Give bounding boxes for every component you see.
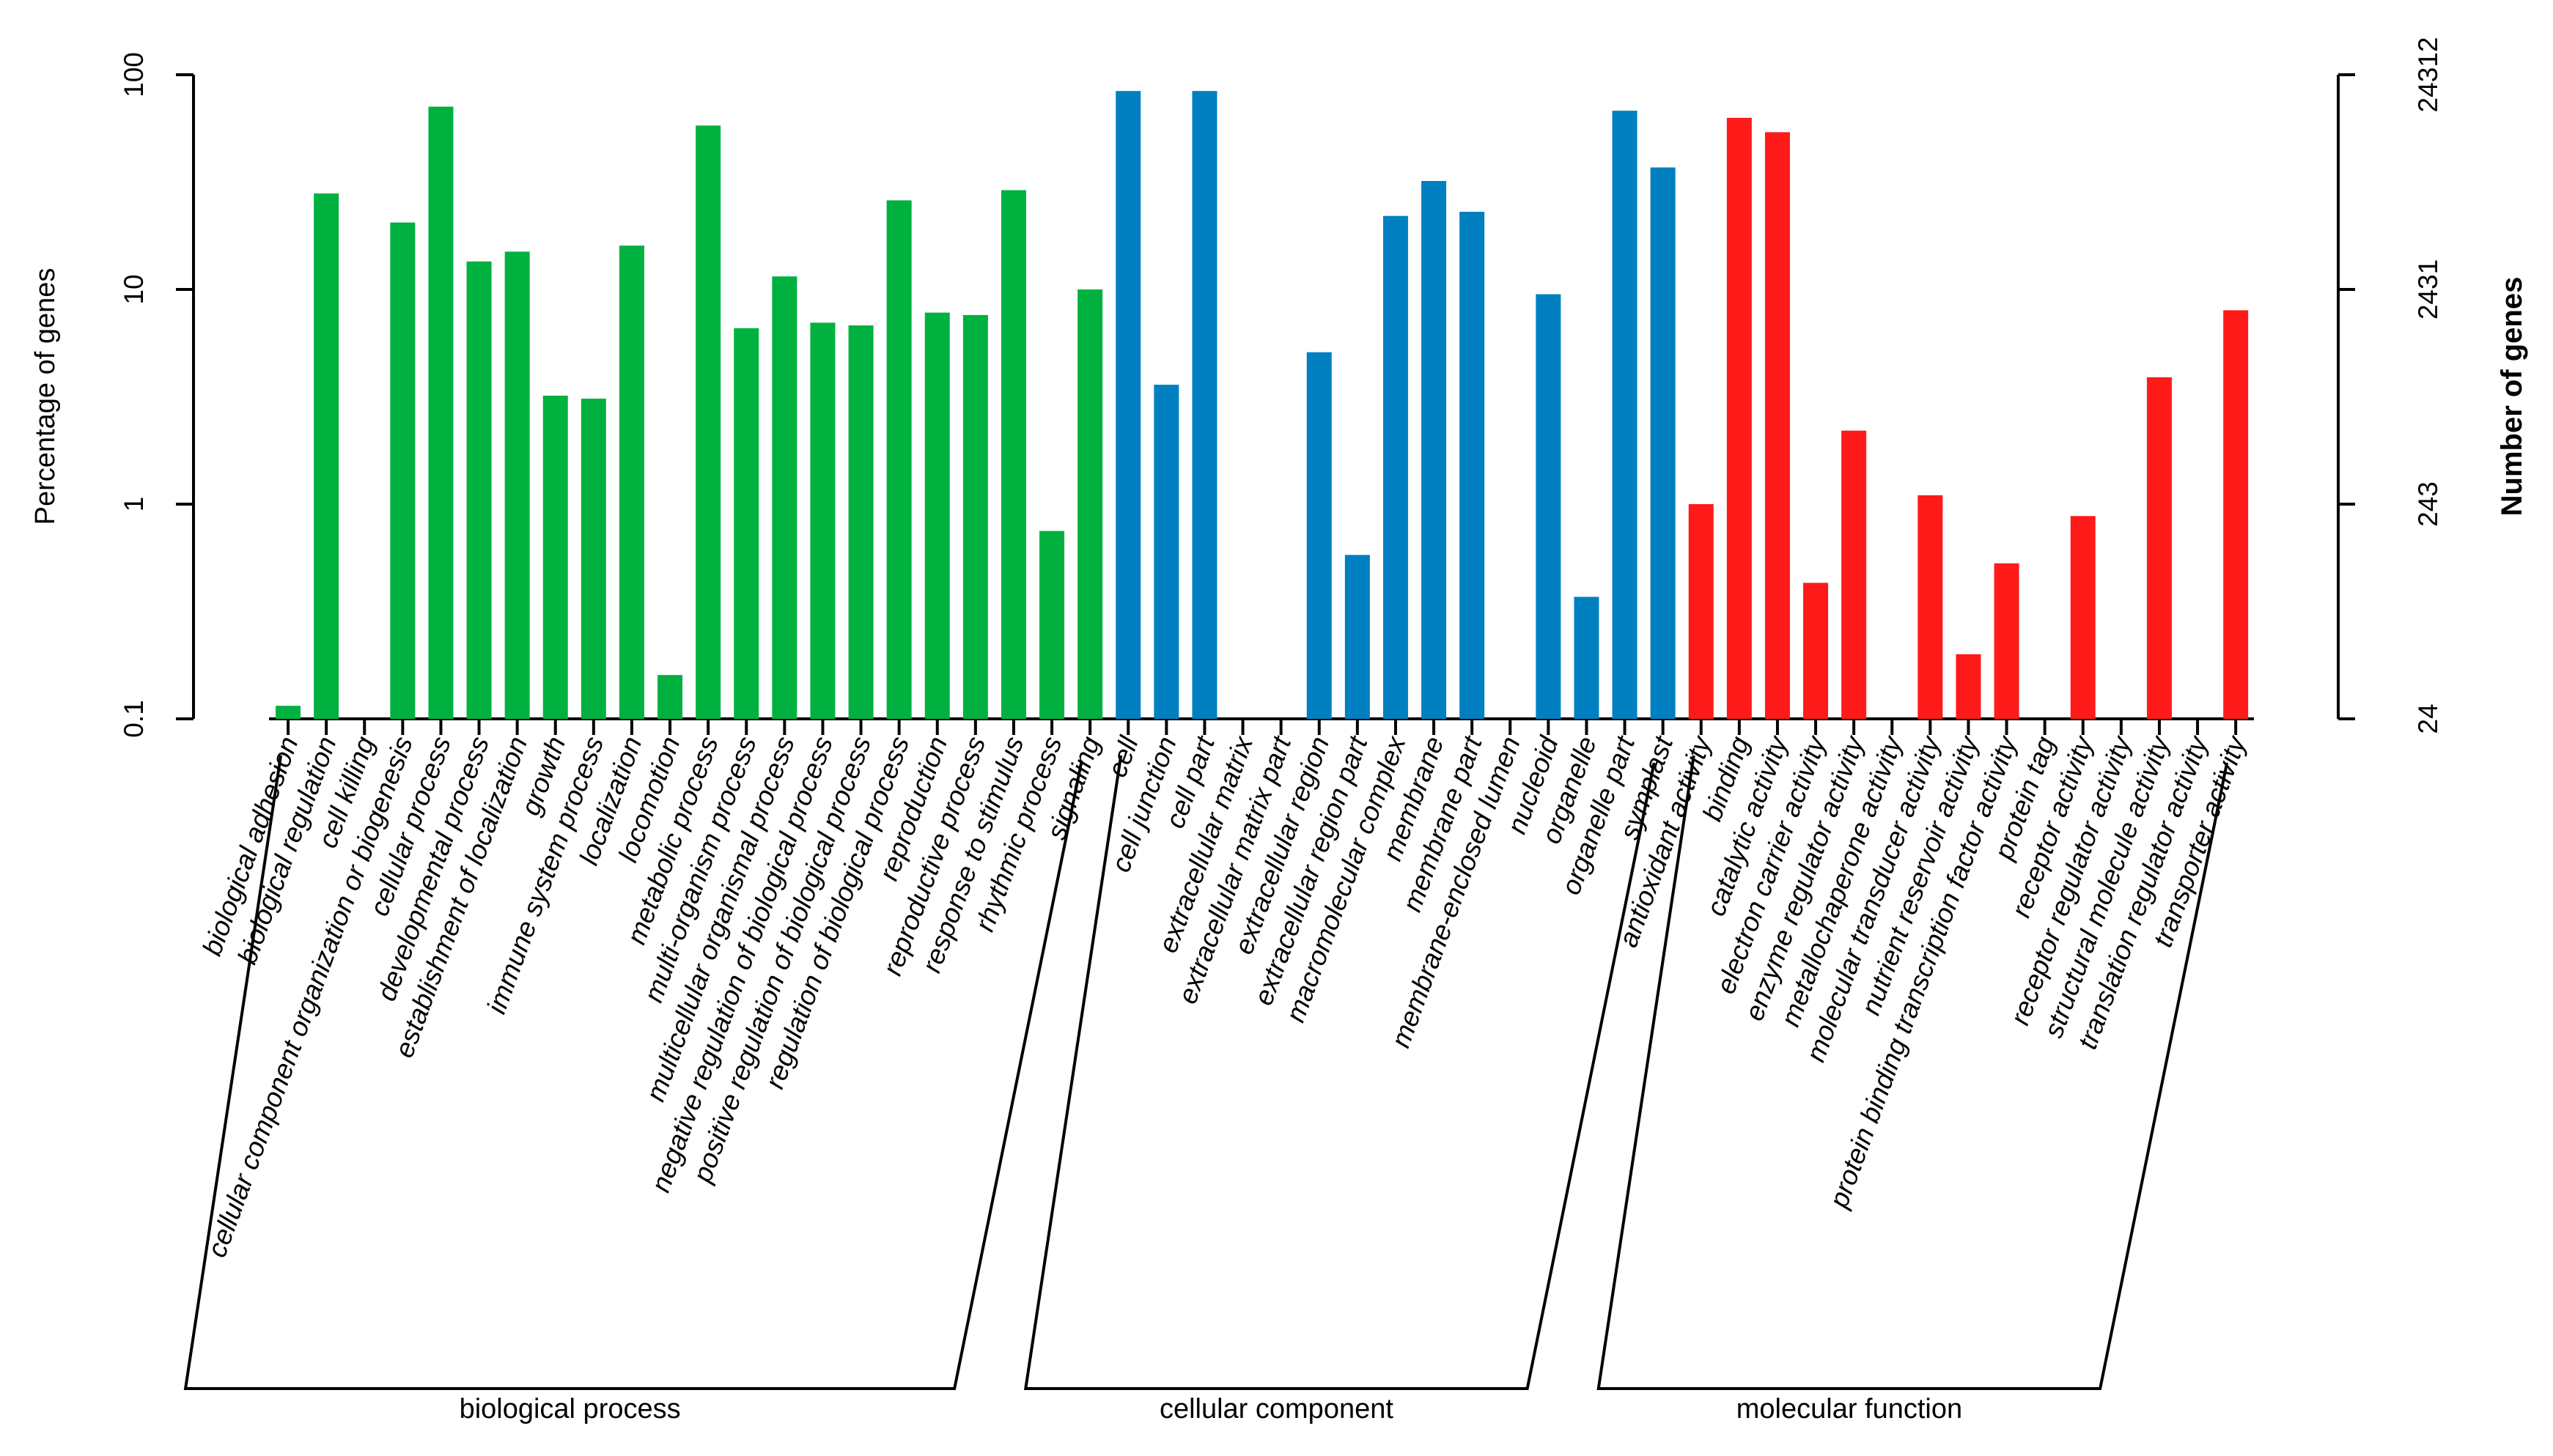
left-tick-label: 0.1	[119, 700, 149, 737]
bar	[1459, 212, 1485, 719]
bar	[1306, 352, 1332, 719]
group-brackets: biological process cellular component mole…	[183, 755, 2229, 1424]
bar	[619, 245, 644, 719]
bar	[1344, 555, 1370, 719]
group-bracket	[183, 755, 1083, 1390]
group-label: molecular function	[1736, 1394, 1962, 1424]
right-tick-label: 243	[2413, 481, 2443, 527]
bar	[1994, 563, 2019, 719]
left-axis-title: Percentage of genes	[30, 268, 61, 525]
group-label: biological process	[460, 1394, 681, 1424]
bar	[772, 276, 797, 719]
group-label: cellular component	[1160, 1394, 1393, 1424]
bar	[924, 312, 950, 719]
category-ticks	[287, 719, 2238, 735]
bar	[1077, 289, 1103, 719]
left-tick-label: 100	[119, 52, 149, 97]
bar	[1726, 117, 1752, 719]
bar	[1154, 385, 1179, 719]
right-axis-ticks: 24 243 2431 24312	[2338, 37, 2443, 734]
bar	[1956, 654, 1981, 719]
bar	[1650, 167, 1676, 719]
category-label: cell	[1102, 731, 1144, 781]
bar	[1192, 91, 1217, 720]
bar	[1382, 215, 1408, 719]
bar	[276, 706, 301, 719]
bar	[1688, 504, 1714, 719]
bar	[1764, 132, 1790, 719]
bar	[696, 125, 721, 719]
bar	[1116, 91, 1141, 720]
left-axis-ticks: 0.1 1 10 100	[119, 52, 194, 738]
bar	[504, 251, 530, 719]
bar	[1574, 596, 1599, 719]
bar	[2146, 377, 2172, 719]
bar	[314, 193, 339, 720]
bar	[466, 261, 492, 719]
bar	[1421, 180, 1447, 719]
bar	[734, 328, 759, 719]
right-tick-label: 24	[2413, 703, 2443, 733]
left-tick-label: 1	[119, 497, 149, 512]
bar	[2223, 310, 2249, 719]
bar	[962, 314, 988, 719]
bar	[428, 106, 454, 719]
left-tick-label: 10	[119, 274, 149, 304]
group-bracket	[1596, 755, 2229, 1390]
right-tick-label: 2431	[2413, 259, 2443, 319]
bar	[848, 325, 874, 719]
bars	[276, 91, 2249, 720]
bar	[1612, 111, 1637, 719]
bar	[1039, 531, 1065, 719]
bar	[542, 395, 568, 719]
bar	[1917, 495, 1943, 719]
bar	[657, 675, 683, 719]
bar	[886, 200, 912, 719]
bar	[2070, 516, 2096, 719]
bar	[390, 222, 416, 719]
bar	[810, 322, 836, 720]
bar	[1001, 190, 1026, 719]
right-tick-label: 24312	[2413, 37, 2443, 113]
bar	[1536, 294, 1561, 719]
group-bracket	[1023, 755, 1656, 1390]
bar	[1841, 430, 1867, 719]
bar	[581, 399, 606, 719]
right-axis-title: Number of genes	[2496, 277, 2528, 517]
bar	[1803, 583, 1829, 719]
